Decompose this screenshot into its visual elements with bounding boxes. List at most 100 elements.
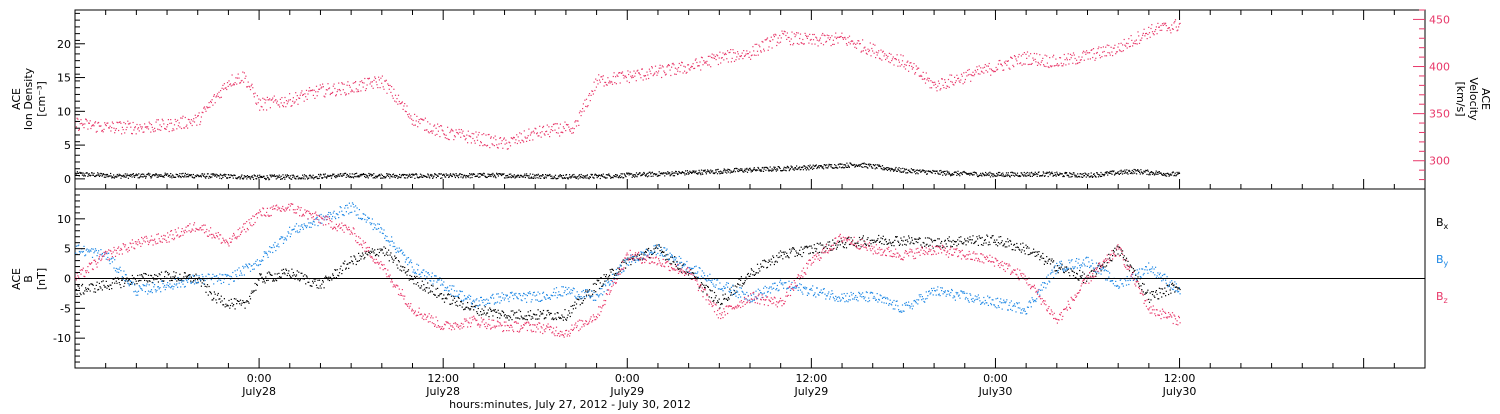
density-point [348,175,350,177]
velocity-point [664,74,667,76]
bx-point [577,298,579,300]
bx-point [1016,246,1019,248]
density-point [554,174,557,176]
bx-point [716,302,718,304]
by-point [269,246,271,248]
velocity-point [586,106,588,108]
bx-point [1067,268,1069,270]
bx-point [289,274,291,276]
bx-point [946,245,948,248]
velocity-point [573,128,575,130]
density-point [436,174,438,176]
velocity-point [1107,52,1109,54]
by-point [226,274,229,276]
density-point [182,172,184,174]
velocity-point [1127,42,1129,45]
velocity-point [78,128,80,131]
bx-point [620,264,622,267]
density-point [1172,171,1174,173]
bx-point [80,294,82,296]
by-point [164,289,166,291]
by-point [105,258,107,260]
density-point [961,173,963,176]
density-point [675,171,677,173]
velocity-point [935,87,937,89]
bx-point [77,285,79,287]
velocity-point [426,129,428,131]
velocity-point [888,52,890,54]
bx-point [1102,266,1104,268]
velocity-point [717,55,719,57]
velocity-point [887,55,889,57]
bx-point [1144,293,1146,295]
density-point [805,169,807,171]
velocity-point [740,55,742,57]
velocity-point [473,133,475,135]
bx-point [402,266,404,268]
density-point [596,175,598,177]
density-point [811,166,813,168]
density-point [213,173,215,175]
velocity-point [81,122,83,124]
velocity-point [592,93,594,95]
bx-point [98,282,100,284]
density-point [868,163,870,165]
velocity-point [404,110,406,112]
density-point [642,173,644,175]
density-point [908,169,910,171]
by-point [260,260,262,262]
velocity-point [657,72,659,74]
density-point [1094,175,1096,177]
density-point [640,175,642,177]
velocity-point [384,80,386,82]
density-point [886,169,888,171]
density-point [813,167,815,169]
velocity-point [983,66,986,68]
density-point [147,173,149,175]
bx-point [1011,249,1013,251]
bx-point [674,263,676,265]
velocity-point [279,106,281,108]
velocity-point [1111,51,1113,53]
density-point [1018,175,1020,177]
bx-point [179,273,181,275]
by-point [284,237,286,239]
velocity-point [427,131,429,133]
density-point [761,170,763,172]
density-point [828,163,830,165]
density-point [457,177,460,179]
density-point [408,175,410,178]
bx-point [1133,270,1135,272]
velocity-point [1063,63,1065,65]
bx-point [1123,255,1125,257]
bx-point [440,293,443,295]
velocity-point [1004,62,1006,65]
bx-point [142,276,144,278]
density-point [904,168,906,170]
density-point [578,175,580,177]
density-point [1008,174,1010,176]
density-point [1038,171,1040,173]
density-point [126,173,128,175]
bx-point [417,285,420,287]
velocity-point [195,117,197,119]
velocity-point [532,130,535,132]
bx-point [747,272,749,275]
velocity-point [977,69,979,71]
velocity-point [1168,27,1170,29]
velocity-point [763,50,765,52]
density-point [692,171,695,173]
bx-point [349,262,351,264]
by-point [118,268,120,270]
bx-point [773,263,775,266]
velocity-point [75,126,77,128]
bx-point [924,237,927,239]
velocity-point [227,85,229,87]
density-point [1051,171,1053,173]
density-point [148,174,150,176]
velocity-point [472,137,474,140]
velocity-point [380,77,382,79]
density-point [176,174,179,176]
bx-point [760,266,762,268]
velocity-point [744,55,746,57]
